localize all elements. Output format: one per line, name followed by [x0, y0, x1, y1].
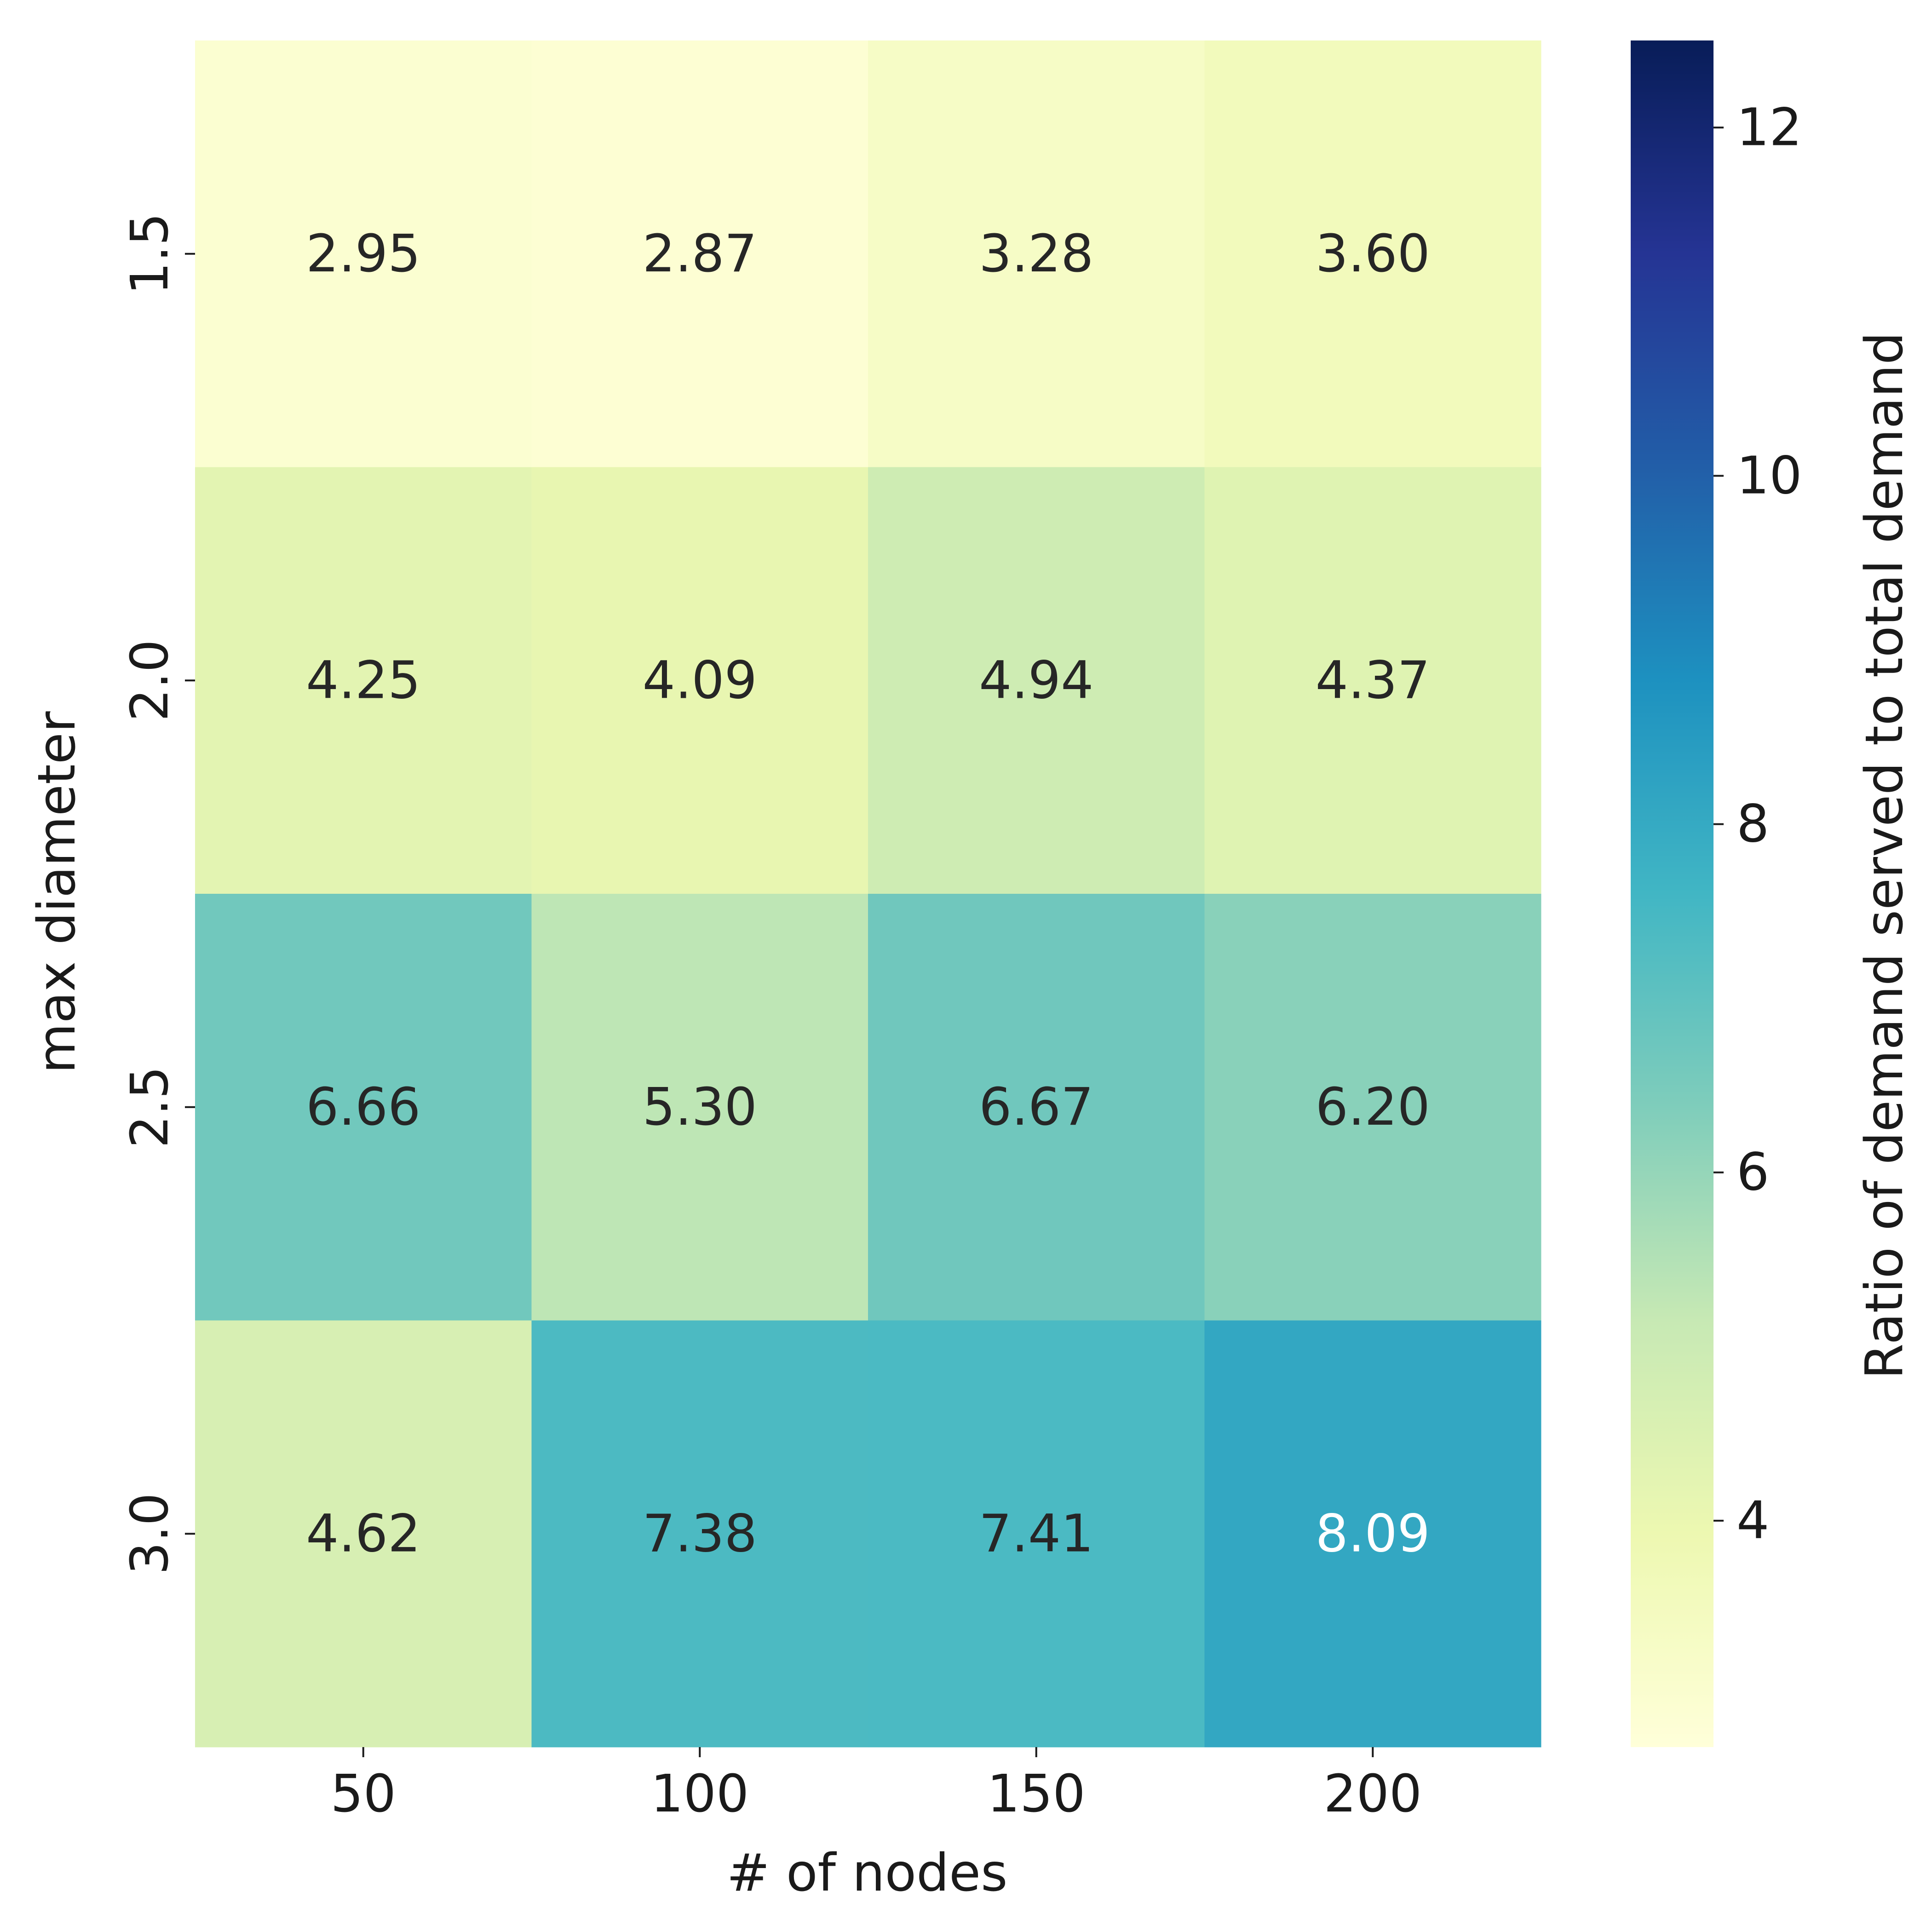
cell-value-label: 4.37	[1316, 650, 1430, 710]
cell-value-label: 8.09	[1316, 1504, 1430, 1564]
cell-value-label: 6.67	[979, 1077, 1093, 1137]
cell-value-label: 7.41	[979, 1504, 1093, 1564]
colorbar-tick-label: 12	[1736, 98, 1802, 157]
cell-value-label: 3.60	[1316, 224, 1430, 284]
heatmap-cell	[531, 467, 868, 894]
cell-value-label: 6.20	[1316, 1077, 1430, 1137]
heatmap-cell	[868, 1320, 1205, 1748]
y-axis-label: max diameter	[27, 711, 87, 1073]
colorbar-tick-label: 6	[1736, 1143, 1769, 1202]
heatmap-cell	[868, 40, 1205, 467]
colorbar-ticks: 4 6 8 10 12	[1714, 98, 1802, 1551]
cell-value-label: 6.66	[306, 1077, 420, 1137]
heatmap-cell	[1204, 1320, 1541, 1748]
x-axis: 50 100 150 200	[330, 1747, 1422, 1824]
heatmap-cell	[195, 467, 532, 894]
colorbar-label: Ratio of demand served to total demand	[1855, 332, 1915, 1380]
cell-value-label: 4.09	[643, 650, 757, 710]
heatmap-cells: 2.95 2.87 3.28 3.60 4.25 4.09 4.94 4.37 6.66 5.30…	[195, 40, 1541, 1748]
heatmap-cell	[531, 40, 868, 467]
heatmap-cell	[195, 1320, 532, 1748]
heatmap-cell	[1204, 467, 1541, 894]
colorbar-tick-label: 4	[1736, 1491, 1769, 1551]
cell-value-label: 3.28	[979, 224, 1093, 284]
heatmap-cell	[1204, 894, 1541, 1321]
heatmap-cell	[1204, 40, 1541, 467]
y-tick-label: 2.0	[120, 639, 180, 721]
heatmap-cell	[195, 40, 532, 467]
heatmap-cell	[868, 467, 1205, 894]
cell-value-label: 5.30	[643, 1077, 757, 1137]
colorbar-tick-label: 8	[1736, 794, 1769, 854]
y-tick-label: 1.5	[120, 213, 180, 295]
x-tick-label: 200	[1323, 1764, 1422, 1824]
cell-value-label: 4.25	[306, 650, 420, 710]
y-tick-label: 2.5	[120, 1066, 180, 1148]
cell-value-label: 2.87	[643, 224, 757, 284]
cell-value-label: 7.38	[643, 1504, 757, 1564]
cell-value-label: 2.95	[306, 224, 420, 284]
y-tick-label: 3.0	[120, 1493, 180, 1575]
colorbar	[1631, 40, 1714, 1747]
x-tick-label: 50	[330, 1764, 396, 1824]
cell-value-label: 4.62	[306, 1504, 420, 1564]
heatmap-cell	[531, 894, 868, 1321]
x-axis-label: # of nodes	[727, 1843, 1008, 1903]
y-axis: 1.5 2.0 2.5 3.0	[120, 213, 195, 1575]
heatmap-cell	[868, 894, 1205, 1321]
heatmap-cell	[531, 1320, 868, 1748]
cell-value-label: 4.94	[979, 650, 1093, 710]
colorbar-tick-label: 10	[1736, 446, 1802, 506]
heatmap-cell	[195, 894, 532, 1321]
x-tick-label: 150	[987, 1764, 1086, 1824]
x-tick-label: 100	[650, 1764, 749, 1824]
